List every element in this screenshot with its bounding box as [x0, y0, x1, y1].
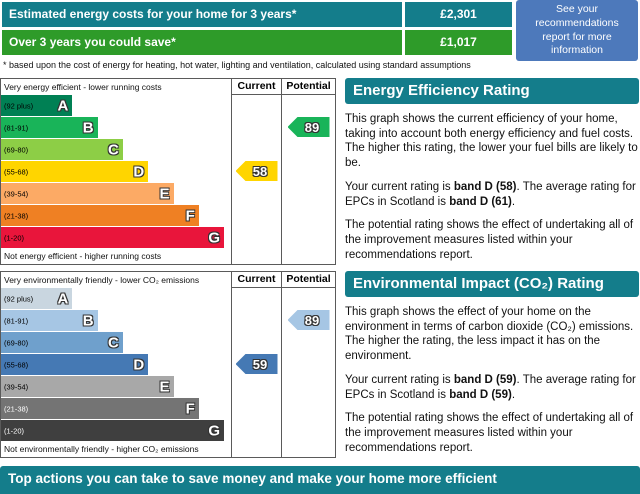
env-band-e: (39-54) E: [1, 376, 231, 397]
band-range: (21-38): [4, 211, 29, 220]
current-column-header: Current: [232, 79, 281, 95]
environmental-potential-arrow: 89: [287, 310, 330, 330]
savings-label: Over 3 years you could save*: [2, 30, 402, 55]
band-letter: F: [185, 400, 195, 417]
environmental-paragraph-3: The potential rating shows the effect of…: [345, 412, 634, 454]
environmental-rating-chart: Very environmentally friendly - lower CO…: [0, 271, 336, 458]
band-letter: B: [82, 119, 94, 136]
environmental-rating-title: Environmental Impact (CO₂) Rating: [345, 271, 639, 297]
energy-current-arrow: 58: [235, 161, 278, 181]
environmental-top-label: Very environmentally friendly - lower CO…: [4, 275, 200, 285]
estimated-costs-value: £2,301: [405, 2, 512, 27]
energy-band-a: (92 plus) A: [1, 95, 231, 116]
environmental-current-column: Current 59: [231, 272, 281, 457]
energy-band-g: (1-20) G: [1, 227, 231, 248]
band-range: (81-91): [4, 316, 29, 325]
env-band-a: (92 plus) A: [1, 288, 231, 309]
env-band-b: (81-91) B: [1, 310, 231, 331]
environmental-rating-panel: Environmental Impact (CO₂) Rating This g…: [345, 271, 639, 464]
cost-row-estimated: Estimated energy costs for your home for…: [2, 2, 512, 27]
energy-band-f: (21-38) F: [1, 205, 231, 226]
band-letter: G: [208, 422, 221, 439]
energy-potential-column: Potential 89: [281, 79, 335, 264]
band-range: (55-68): [4, 167, 29, 176]
band-range: (39-54): [4, 189, 29, 198]
energy-band-d: (55-68) D: [1, 161, 231, 182]
env-band-g: (1-20) G: [1, 420, 231, 441]
energy-bands-area: Very energy efficient - lower running co…: [1, 79, 231, 264]
top-actions-header: Top actions you can take to save money a…: [0, 466, 640, 494]
band-range: (1-20): [4, 426, 25, 435]
energy-top-label: Very energy efficient - lower running co…: [4, 82, 162, 92]
energy-paragraph-2: Your current rating is band D (58). The …: [345, 180, 636, 208]
band-letter: A: [57, 97, 69, 114]
potential-column-header: Potential: [282, 272, 335, 288]
savings-value: £1,017: [405, 30, 512, 55]
band-range: (81-91): [4, 123, 29, 132]
energy-bottom-label: Not energy efficient - higher running co…: [4, 251, 162, 261]
potential-column-header: Potential: [282, 79, 335, 95]
energy-rating-chart: Very energy efficient - lower running co…: [0, 78, 336, 265]
energy-band-e: (39-54) E: [1, 183, 231, 204]
energy-paragraph-3: The potential rating shows the effect of…: [345, 219, 634, 261]
energy-rating-panel: Energy Efficiency Rating This graph show…: [345, 78, 639, 271]
env-band-f: (21-38) F: [1, 398, 231, 419]
band-letter: E: [159, 378, 170, 395]
band-letter: E: [159, 185, 170, 202]
energy-band-b: (81-91) B: [1, 117, 231, 138]
environmental-current-arrow: 59: [235, 354, 278, 374]
band-range: (55-68): [4, 360, 29, 369]
environmental-paragraph-2: Your current rating is band D (59). The …: [345, 373, 636, 401]
estimated-costs-label: Estimated energy costs for your home for…: [2, 2, 402, 27]
cost-row-savings: Over 3 years you could save* £1,017: [2, 30, 512, 55]
energy-potential-arrow: 89: [287, 117, 330, 137]
band-range: (92 plus): [4, 294, 34, 303]
environmental-potential-column: Potential 89: [281, 272, 335, 457]
band-letter: A: [57, 290, 69, 307]
current-column-header: Current: [232, 272, 281, 288]
band-range: (21-38): [4, 404, 29, 413]
band-letter: C: [108, 141, 119, 158]
band-range: (1-20): [4, 233, 25, 242]
band-letter: F: [185, 207, 195, 224]
band-letter: G: [208, 229, 221, 246]
band-range: (69-80): [4, 338, 29, 347]
band-letter: D: [133, 163, 145, 180]
environmental-bands-area: Very environmentally friendly - lower CO…: [1, 272, 231, 457]
environmental-bottom-label: Not environmentally friendly - higher CO…: [4, 444, 199, 454]
environmental-paragraph-1: This graph shows the effect of your home…: [345, 306, 634, 363]
band-range: (92 plus): [4, 101, 34, 110]
env-band-c: (69-80) C: [1, 332, 231, 353]
energy-band-c: (69-80) C: [1, 139, 231, 160]
energy-paragraph-1: This graph shows the current efficiency …: [345, 113, 638, 170]
band-letter: C: [108, 334, 119, 351]
energy-rating-title: Energy Efficiency Rating: [345, 78, 639, 104]
band-letter: D: [133, 356, 145, 373]
energy-current-column: Current 58: [231, 79, 281, 264]
band-range: (69-80): [4, 145, 29, 154]
env-band-d: (55-68) D: [1, 354, 231, 375]
band-range: (39-54): [4, 382, 29, 391]
band-letter: B: [82, 312, 94, 329]
assumptions-footnote: * based upon the cost of energy for heat…: [3, 60, 471, 70]
recommendations-callout: See your recommendations report for more…: [516, 0, 638, 61]
